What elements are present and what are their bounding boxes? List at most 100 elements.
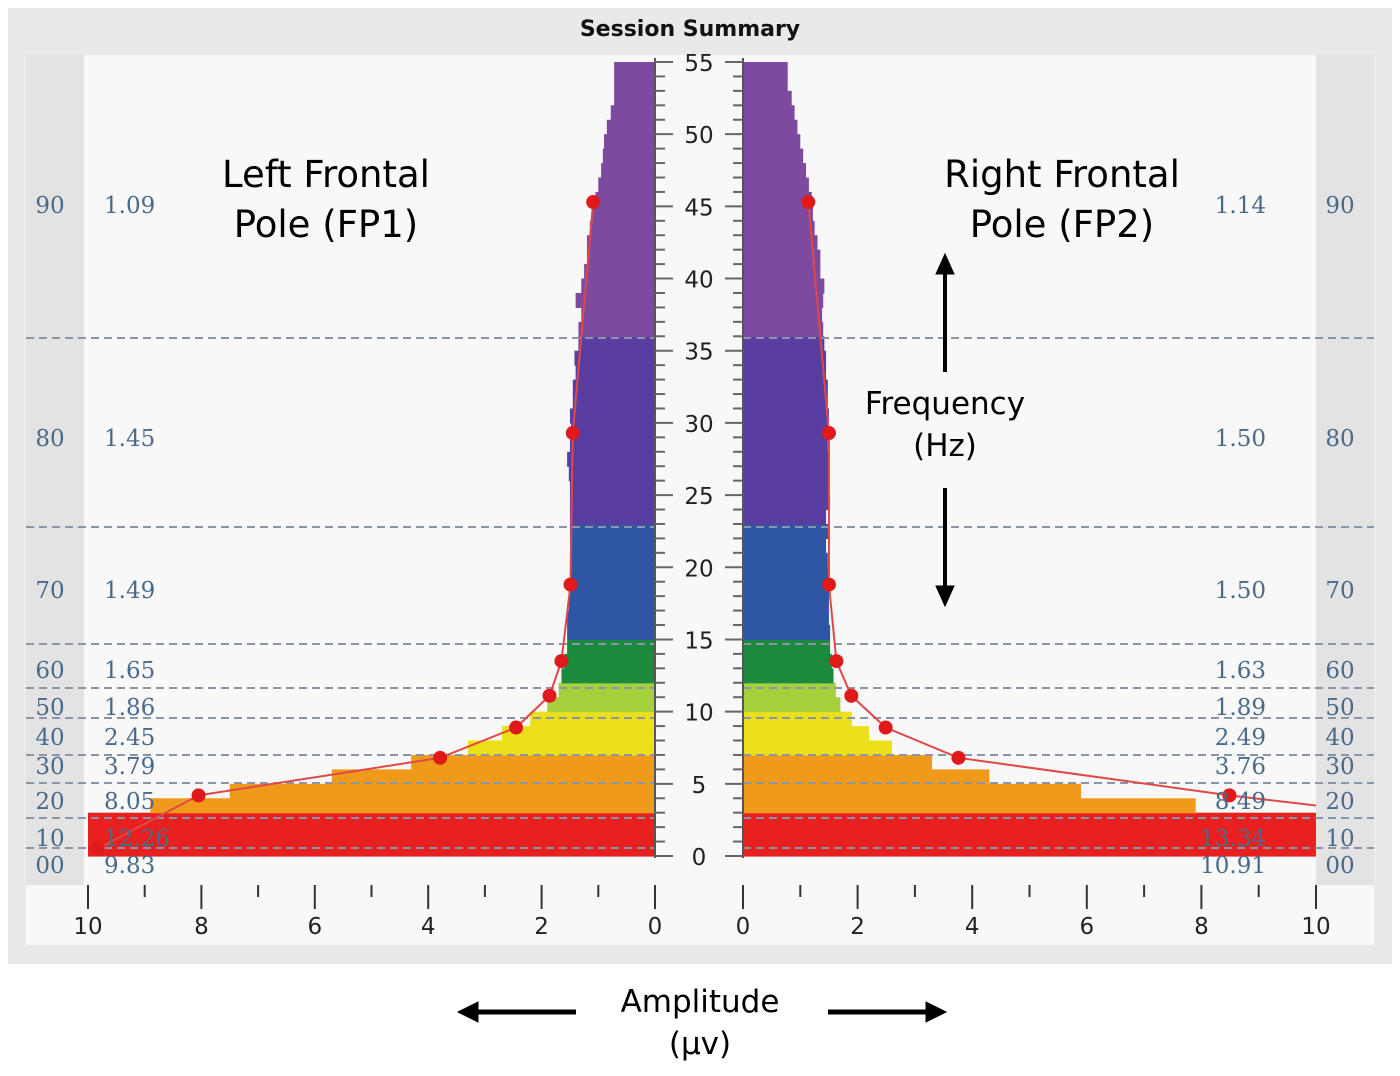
fp2-percentile-point [878, 720, 893, 735]
fp2-spectrum-bar [743, 148, 804, 164]
y-tick-label: 0 [692, 845, 707, 871]
fp1-spectrum-bar [88, 812, 655, 828]
percentile-label-right: 90 [1325, 193, 1354, 219]
spectrum-bars [88, 62, 1316, 857]
fp1-percentile-point [509, 720, 524, 735]
amplitude-arrow [456, 1001, 948, 1023]
fp2-spectrum-bar [743, 76, 788, 92]
percentile-label-left: 40 [35, 725, 64, 751]
right-panel-label: Right Frontal Pole (FP2) [912, 150, 1212, 250]
fp2-spectrum-bar [743, 336, 825, 352]
y-tick-label: 30 [684, 412, 713, 438]
fp1-spectrum-bar [595, 191, 655, 207]
y-tick-label: 40 [684, 268, 713, 294]
fp1-value-label: 1.49 [104, 578, 155, 604]
fp1-percentile-point [542, 688, 557, 703]
fp2-spectrum-bar [743, 798, 1196, 814]
x-axis-right-tick-label: 6 [1079, 914, 1094, 940]
percentile-label-left: 30 [35, 754, 64, 780]
fp2-spectrum-bar [743, 264, 821, 280]
fp2-spectrum-bar [743, 653, 832, 669]
percentile-label-left: 70 [35, 578, 64, 604]
fp1-spectrum-bar [603, 134, 655, 150]
fp1-value-label: 1.65 [104, 658, 155, 684]
x-axis-label: Amplitude (μv) [590, 982, 810, 1066]
percentile-label-left: 60 [35, 658, 64, 684]
x-axis-left-tick-label: 6 [307, 914, 322, 940]
fp2-value-label: 1.50 [1215, 426, 1266, 452]
fp1-spectrum-bar [581, 278, 655, 294]
y-tick-label: 50 [684, 123, 713, 149]
fp1-spectrum-bar [592, 206, 655, 222]
fp2-spectrum-bar [743, 509, 827, 525]
x-axis-left-tick-label: 4 [421, 914, 436, 940]
fp2-spectrum-bar [743, 523, 829, 539]
x-axis-left-tick-label: 10 [73, 914, 102, 940]
fp2-spectrum-bar [743, 206, 813, 222]
fp1-spectrum-bar [614, 76, 655, 92]
fp2-spectrum-bar [743, 581, 829, 597]
fp2-spectrum-bar [743, 437, 828, 453]
fp1-spectrum-bar [569, 408, 655, 424]
percentile-label-right: 80 [1325, 426, 1354, 452]
fp2-value-label: 2.49 [1215, 725, 1266, 751]
percentile-label-right: 60 [1325, 658, 1354, 684]
fp2-percentile-point [844, 688, 859, 703]
percentile-label-right: 00 [1325, 853, 1354, 879]
axis-center-area [655, 55, 743, 885]
fp2-spectrum-bar [743, 350, 827, 366]
fp1-spectrum-bar [568, 466, 655, 482]
fp2-spectrum-bar [743, 769, 990, 785]
percentile-label-right: 70 [1325, 578, 1354, 604]
fp1-spectrum-bar [614, 62, 655, 78]
fp2-spectrum-bar [743, 480, 829, 496]
y-axis-label-line1: Frequency [864, 386, 1026, 422]
x-axis-right-tick-label: 2 [850, 914, 865, 940]
fp1-spectrum-bar [567, 451, 655, 467]
x-axis-right-tick-label: 0 [736, 914, 751, 940]
fp1-spectrum-bar [567, 610, 655, 626]
percentile-label-left: 00 [35, 853, 64, 879]
percentile-labels: 90 1.09 1.14 90 80 1.45 1.50 80 70 1.49 1.50 70 60 1.… [35, 193, 1354, 879]
fp2-spectrum-bar [743, 625, 831, 641]
fp1-spectrum-bar [602, 148, 655, 164]
fp1-percentile-point [191, 788, 206, 803]
fp2-spectrum-bar [743, 278, 825, 294]
fp1-spectrum-bar [547, 697, 655, 713]
fp2-spectrum-bar [743, 62, 788, 78]
fp1-spectrum-bar [574, 350, 655, 366]
y-axis-label: Frequency (Hz) [845, 384, 1045, 468]
fp2-spectrum-bar [743, 827, 1316, 843]
fp1-spectrum-bar [568, 596, 655, 612]
y-tick-label: 20 [684, 556, 713, 582]
fp1-spectrum-bar [601, 163, 655, 179]
fp2-spectrum-bar [743, 249, 821, 265]
fp1-spectrum-bar [88, 841, 655, 857]
fp1-spectrum-bar [411, 754, 655, 770]
fp2-spectrum-bar [743, 379, 828, 395]
fp1-spectrum-bar [530, 711, 655, 727]
y-tick-label: 15 [684, 628, 713, 654]
x-axis-label-line1: Amplitude [620, 984, 780, 1020]
fp2-spectrum-bar [743, 307, 823, 323]
fp1-spectrum-bar [331, 769, 655, 785]
percentile-gridlines [26, 337, 1374, 849]
percentile-curves [90, 195, 1317, 856]
left-value-strip [26, 55, 84, 885]
y-tick-label: 25 [684, 484, 713, 510]
fp2-spectrum-bar [743, 711, 852, 727]
fp1-percentile-point [554, 654, 569, 669]
fp1-spectrum-bar [578, 321, 655, 337]
fp2-spectrum-bar [743, 466, 829, 482]
fp2-spectrum-bar [743, 841, 1316, 857]
y-axis-label-line2: (Hz) [913, 427, 977, 464]
fp2-spectrum-bar [743, 538, 827, 554]
fp2-percentile-point [821, 426, 836, 441]
x-axis-right-tick-label: 8 [1194, 914, 1209, 940]
fp2-spectrum-bar [743, 408, 829, 424]
left-panel-label-line2: Pole (FP1) [233, 202, 419, 246]
fp1-spectrum-bar [569, 581, 655, 597]
fp1-spectrum-bar [572, 379, 655, 395]
